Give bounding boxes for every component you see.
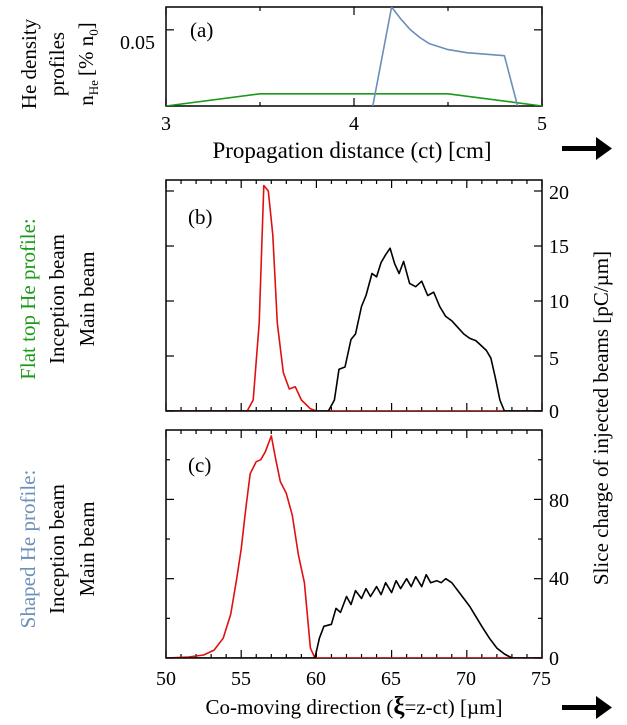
panel-b-left-title: Flat top He profile: — [16, 218, 40, 380]
bottom-xlabel-pre: Co-moving direction ( — [206, 695, 394, 719]
bottom-xlabel-xi: ξ — [393, 693, 405, 720]
panel-a-lines — [166, 7, 543, 106]
panel-c-lines — [166, 435, 542, 658]
ylabel-close: ] — [74, 22, 98, 29]
panel-b-label: (b) — [188, 205, 213, 229]
panel-c-left-line1: Inception beam — [45, 484, 69, 614]
panel-b-ytick-10: 10 — [549, 291, 569, 313]
panel-c-xtick-75: 75 — [531, 668, 551, 690]
panel-a-series-shaped-he-profile — [372, 7, 519, 106]
panel-a-ylabel-line2: profiles — [45, 32, 69, 96]
panel-c-xtick-65: 65 — [381, 668, 401, 690]
panel-c-ytick-40: 40 — [549, 568, 569, 590]
panel-a-ylabel-line1: He density — [17, 18, 41, 109]
ylabel-sub-he: He — [86, 80, 101, 95]
panel-a-xlabel: Propagation distance (ct) [cm] — [212, 138, 491, 163]
panel-a-xtick-5: 5 — [537, 113, 547, 135]
panel-c-xtick-60: 60 — [306, 668, 326, 690]
panel-b-ytick-20: 20 — [549, 182, 569, 204]
panel-c-xtick-50: 50 — [156, 668, 176, 690]
panel-b-ytick-0: 0 — [549, 401, 559, 423]
panel-c-label: (c) — [188, 453, 211, 477]
panel-a-series-flat-top-he-profile — [166, 93, 543, 106]
panel-c-left-title: Shaped He profile: — [16, 470, 40, 629]
panel-c-ytick-80: 80 — [549, 490, 569, 512]
panel-a-ytick-label: 0.05 — [120, 32, 155, 54]
panel-a-frame — [165, 6, 543, 107]
panel-c-ytick-0: 0 — [549, 648, 559, 670]
panel-a-label: (a) — [190, 18, 213, 42]
panel-a-xtick-4: 4 — [349, 113, 359, 135]
panel-c-xtick-70: 70 — [456, 668, 476, 690]
panel-a-ylabel: He density profiles nHe [% n0] — [17, 18, 101, 109]
bottom-xlabel: Co-moving direction (ξ=z-ct) [µm] — [206, 693, 503, 720]
right-ylabel: Slice charge of injected beams [pC/µm] — [589, 251, 613, 585]
panel-a-ylabel-line3: nHe [% n0] — [74, 22, 101, 105]
panel-c-xtick-55: 55 — [231, 668, 251, 690]
arrow-right-icon-bottom — [562, 696, 612, 719]
panel-b-lines — [166, 184, 542, 411]
bottom-xlabel-post: =z-ct) [µm] — [404, 695, 502, 719]
ylabel-n: n — [74, 95, 98, 106]
panel-c-ticks — [165, 430, 543, 659]
panel-c-frame — [165, 429, 543, 659]
panel-b-ytick-15: 15 — [549, 236, 569, 258]
ylabel-sub-0: 0 — [86, 29, 101, 36]
panel-b-series-inception-beam — [166, 184, 542, 411]
panel-b-series-main-beam — [166, 247, 542, 411]
panel-b-ytick-5: 5 — [549, 348, 559, 370]
arrow-right-icon — [562, 137, 612, 160]
panel-b-left-line2: Main beam — [75, 251, 99, 346]
panel-b-left-line1: Inception beam — [45, 234, 69, 364]
panel-b-ticks — [165, 180, 543, 412]
panel-c-left-line2: Main beam — [75, 501, 99, 596]
panel-c-series-inception-beam — [166, 435, 542, 658]
panel-a-xtick-3: 3 — [161, 113, 171, 135]
ylabel-pct: [% n — [74, 35, 98, 76]
panel-b-frame — [165, 179, 543, 412]
panel-a-ticks — [165, 7, 543, 106]
panel-c-series-main-beam — [166, 573, 542, 658]
